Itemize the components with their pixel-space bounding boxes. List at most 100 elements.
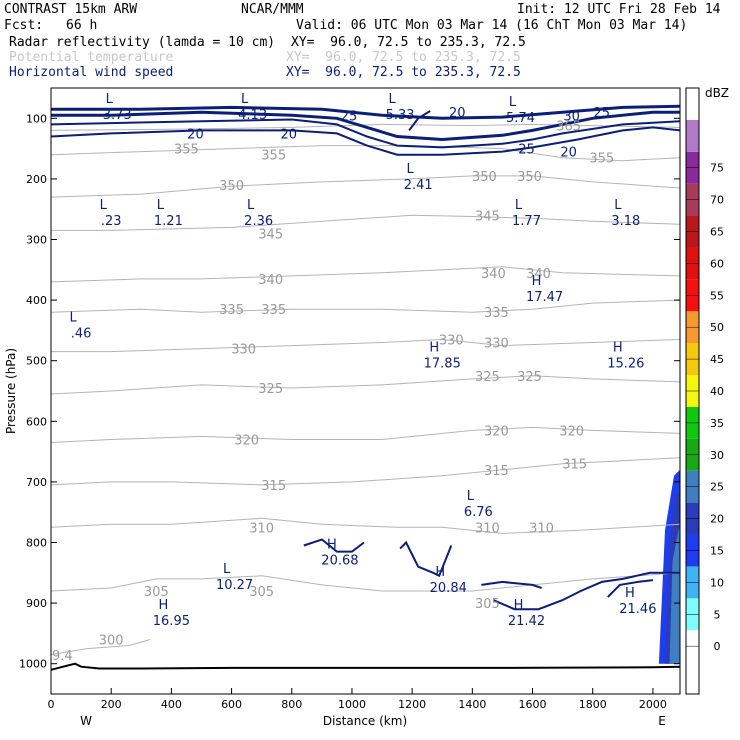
y-tick-label: 100 xyxy=(26,112,47,125)
colorbar-label: 20 xyxy=(710,513,724,526)
extremum-value: 1.21 xyxy=(154,214,183,229)
extremum-value: .46 xyxy=(71,326,92,341)
wind-label: 20 xyxy=(187,127,204,142)
valid-time: Valid: 06 UTC Mon 03 Mar 14 (16 ChT Mon … xyxy=(296,18,688,33)
wind-contour-30 xyxy=(51,104,681,120)
theta-label: 305 xyxy=(249,585,274,600)
colorbar-label: 10 xyxy=(710,576,724,589)
colorbar: 0 5 10 15 20 25 30 35 40 45 50 55 60 65 70 75 xyxy=(685,87,724,695)
extremum-type: H xyxy=(158,598,168,613)
x-tick-label: 2000 xyxy=(639,698,667,711)
y-tick-label: 500 xyxy=(26,355,47,368)
theta-label: 335 xyxy=(219,303,244,318)
theta-label: 320 xyxy=(484,424,509,439)
theta-label: 335 xyxy=(261,303,286,318)
wind-contour-20 xyxy=(493,571,680,611)
extremum-type: L xyxy=(467,489,475,504)
extremum-value: 5.74 xyxy=(506,111,535,126)
colorbar-label: 0 xyxy=(714,640,721,653)
wind-contour-20 xyxy=(607,579,654,598)
wind-contour-25 xyxy=(51,110,680,142)
field-wind-name: Horizontal wind speed xyxy=(9,65,174,80)
theta-label: 340 xyxy=(526,267,551,282)
extremum-type: H xyxy=(429,341,439,356)
colorbar-label: 30 xyxy=(710,449,724,462)
extremum-value: 1.77 xyxy=(512,214,541,229)
theta-label: 320 xyxy=(559,424,584,439)
x-tick-label: 400 xyxy=(161,698,182,711)
extremum-value: 2.41 xyxy=(404,178,433,193)
contour-label-layer: 300 305 305 305 310 310 310 315 315 315 320 320 320 3… xyxy=(69,92,656,648)
theta-label: 340 xyxy=(481,267,506,282)
theta-contour-350 xyxy=(50,175,681,198)
wind-label: 25 xyxy=(341,109,358,124)
colorbar-label: 50 xyxy=(710,321,724,334)
theta-label: 325 xyxy=(258,382,283,397)
colorbar-label: 5 xyxy=(714,608,721,621)
forecast-label: Fcst: xyxy=(4,18,44,33)
plot-frame xyxy=(50,87,681,695)
theta-label: 315 xyxy=(484,464,509,479)
reflectivity-area xyxy=(669,524,680,664)
edge-value: 9.4 xyxy=(52,649,73,664)
extremum-type: L xyxy=(247,198,255,213)
colorbar-swatch xyxy=(686,119,699,152)
wind-contour-20 xyxy=(399,540,453,578)
theta-contour-365 xyxy=(50,123,681,131)
theta-label: 355 xyxy=(261,149,286,164)
wind-contour-20 xyxy=(50,126,681,156)
theta-label: 350 xyxy=(472,170,497,185)
extremum-value: 15.26 xyxy=(607,357,644,372)
terrain-layer xyxy=(50,662,681,671)
extremum-value: 10.27 xyxy=(216,578,253,593)
extremum-type: L xyxy=(106,92,114,107)
theta-label: 335 xyxy=(484,306,509,321)
extremum-value: 5.33 xyxy=(386,108,415,123)
extremum-type: L xyxy=(100,198,108,213)
extremum-value: 21.46 xyxy=(619,602,656,617)
extremum-type: L xyxy=(69,310,77,325)
theta-contour-315 xyxy=(50,457,681,486)
x-tick-label: 1600 xyxy=(519,698,547,711)
field-theta-xy: XY= 96.0, 72.5 to 235.3, 72.5 xyxy=(286,50,521,65)
colorbar-label: 40 xyxy=(710,385,724,398)
extremum-value: 2.36 xyxy=(244,214,273,229)
colorbar-label: 75 xyxy=(710,162,724,175)
wind-contour-20 xyxy=(481,580,542,589)
extremum-type: L xyxy=(509,95,517,110)
wind-label: 25 xyxy=(518,143,535,158)
colorbar-label: 25 xyxy=(710,481,724,494)
wind-label: 30 xyxy=(563,109,580,124)
y-axis-label: Pressure (hPa) xyxy=(4,348,18,434)
axis-layer: 0 200 400 600 800 1000 1200 1400 1600 1800 2000 100… xyxy=(19,87,681,711)
y-tick-label: 800 xyxy=(26,537,47,550)
y-tick-label: 700 xyxy=(26,476,47,489)
forecast-hours: 66 h xyxy=(66,18,98,33)
extremum-value: 6.76 xyxy=(464,505,493,520)
theta-label: 305 xyxy=(144,585,169,600)
colorbar-unit: dBZ xyxy=(705,86,729,100)
wind-label: 20 xyxy=(560,146,577,161)
theta-label: 310 xyxy=(529,521,554,536)
field-theta-name: Potential temperature xyxy=(9,50,174,65)
extremum-value: 16.95 xyxy=(153,614,190,629)
y-tick-label: 400 xyxy=(26,294,47,307)
terrain-line xyxy=(50,662,681,671)
init-time: Init: 12 UTC Fri 28 Feb 14 xyxy=(517,2,721,17)
theta-label: 300 xyxy=(99,633,124,648)
extremum-type: L xyxy=(407,162,415,177)
x-end-right-label: E xyxy=(658,714,666,728)
extremum-type: L xyxy=(157,198,165,213)
org-label: NCAR/MMM xyxy=(241,2,304,17)
theta-label: 355 xyxy=(589,152,614,167)
wind-contour-20 xyxy=(408,110,431,132)
theta-label: 330 xyxy=(439,333,464,348)
x-tick-label: 0 xyxy=(48,698,55,711)
extremum-value: 21.42 xyxy=(508,614,545,629)
theta-contour-355 xyxy=(50,145,681,162)
extremum-type: L xyxy=(614,198,622,213)
y-tick-label: 300 xyxy=(26,234,47,247)
field-reflectivity-xy: XY= 96.0, 72.5 to 235.3, 72.5 xyxy=(291,35,526,50)
theta-label: 365 xyxy=(556,120,581,135)
